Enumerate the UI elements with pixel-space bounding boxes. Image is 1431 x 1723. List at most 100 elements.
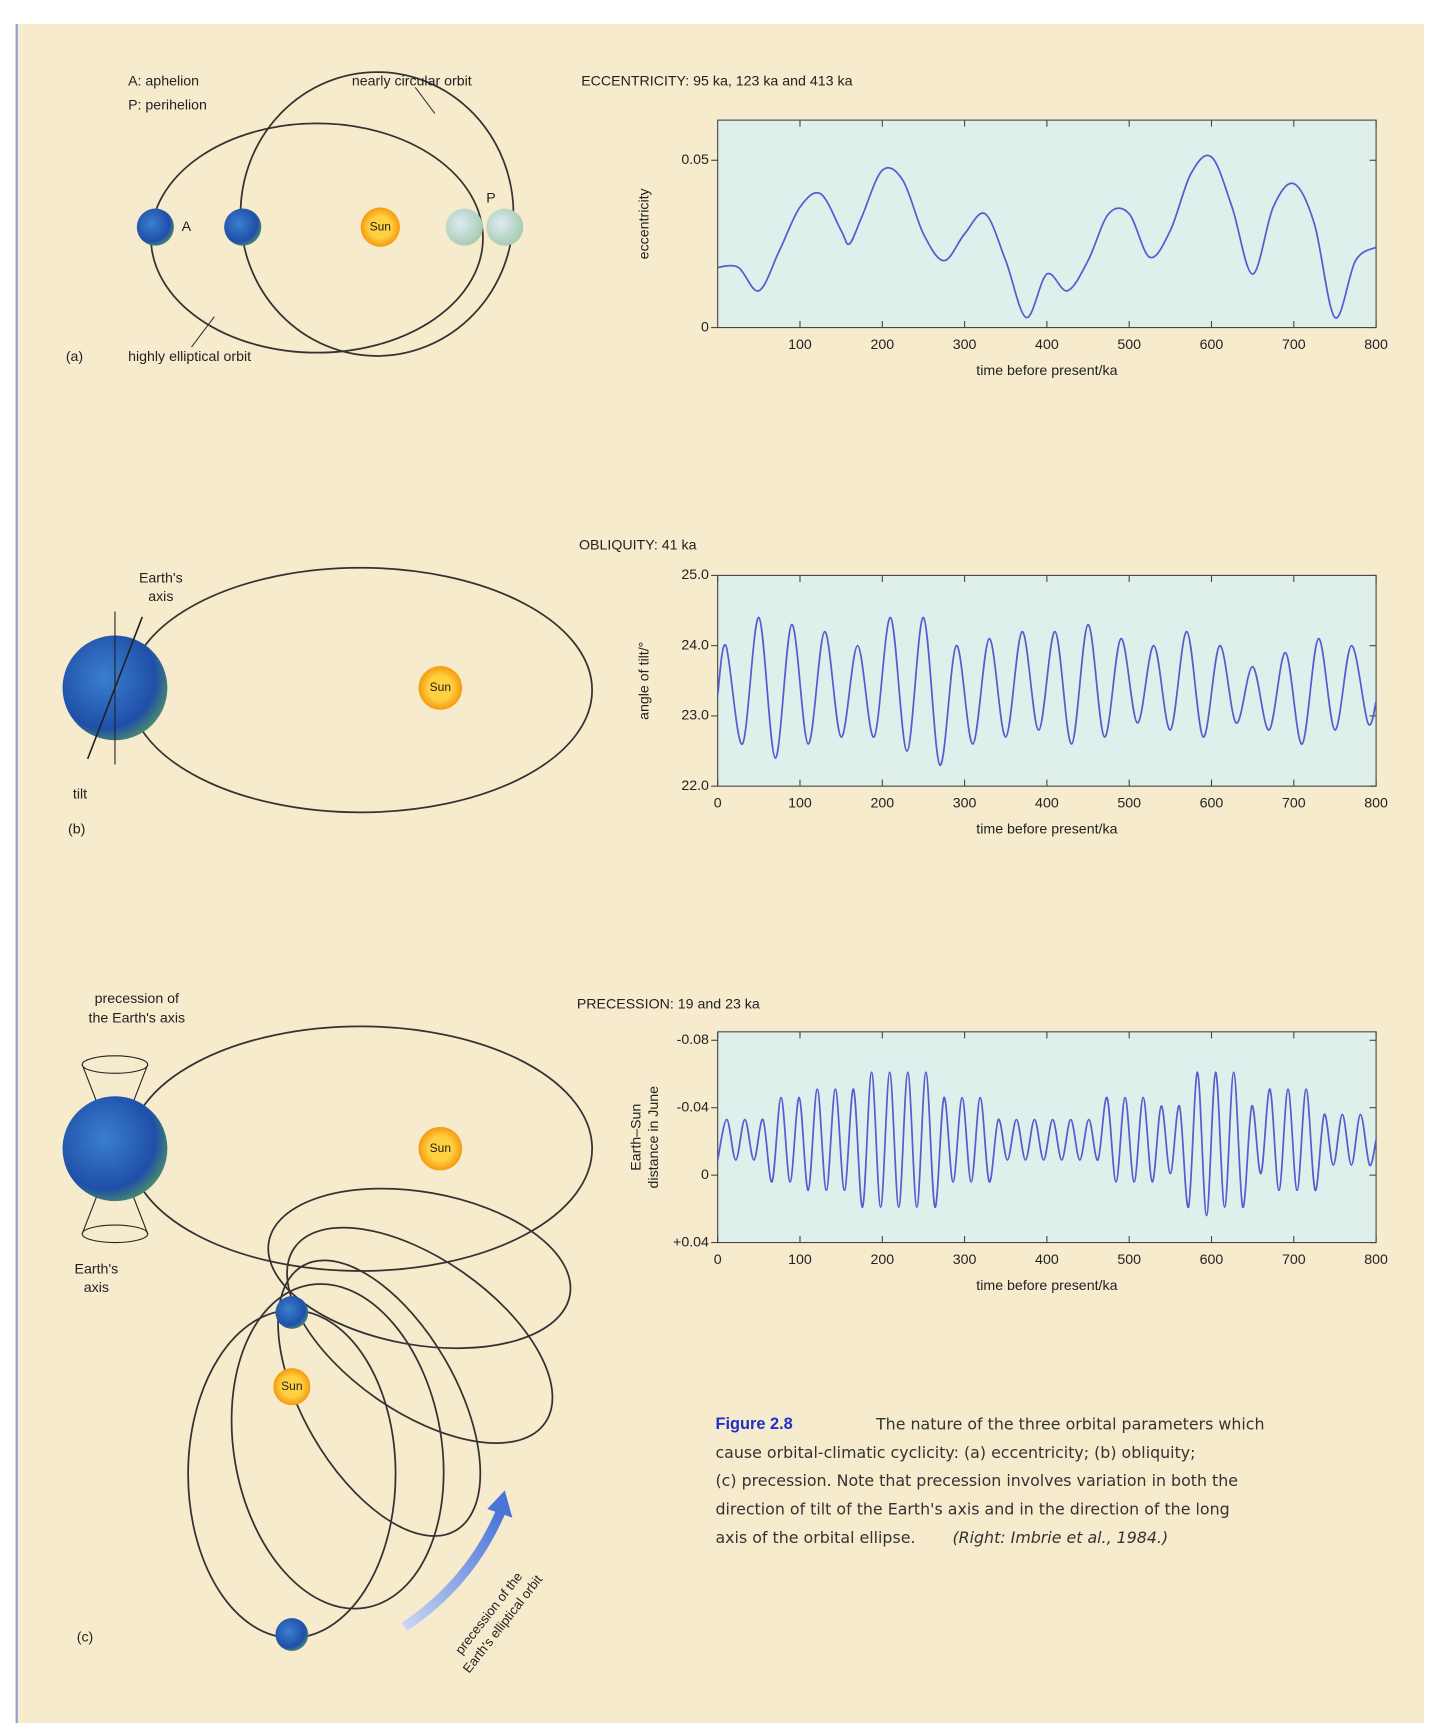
sun-label: Sun: [430, 680, 451, 694]
y-tick-label: 22.0: [681, 778, 709, 794]
point-label: P: [486, 190, 495, 206]
axis-label: the Earth's axis: [89, 1010, 186, 1026]
panel-label: (a): [66, 349, 83, 365]
y-tick-label: 25.0: [681, 567, 709, 583]
plot-area: [717, 1031, 1377, 1244]
key-label: P: perihelion: [128, 98, 207, 114]
earth: [445, 208, 483, 246]
x-tick-label: 600: [1200, 1252, 1224, 1268]
orbit-label: nearly circular orbit: [352, 74, 472, 90]
x-tick-label: 800: [1364, 795, 1388, 811]
chart-title: PRECESSION: 19 and 23 ka: [577, 996, 760, 1012]
chart-title: OBLIQUITY: 41 ka: [579, 538, 697, 554]
sun: [273, 1368, 311, 1406]
diagram-b: Sun Earth's axis tilt (b): [62, 566, 593, 838]
earth: [275, 1618, 309, 1651]
earth: [224, 208, 262, 246]
x-tick-label: 400: [1035, 1252, 1059, 1268]
x-axis-label: time before present/ka: [976, 363, 1117, 379]
x-tick-label: 600: [1200, 795, 1224, 811]
caption-line: direction of tilt of the Earth's axis an…: [716, 1500, 1230, 1519]
x-axis-label: time before present/ka: [976, 1278, 1117, 1294]
caption-line: cause orbital-climatic cyclicity: (a) ec…: [716, 1443, 1196, 1462]
tilt-label: tilt: [73, 787, 87, 803]
y-tick-label: 23.0: [681, 708, 709, 724]
x-tick-label: 0: [714, 1252, 722, 1268]
x-tick-label: 400: [1035, 337, 1059, 353]
y-tick-label: 0: [701, 319, 709, 335]
sun: [418, 1126, 463, 1171]
caption-line: (c) precession. Note that precession inv…: [716, 1471, 1239, 1490]
caption-source: (Right: Imbrie et al., 1984.): [952, 1528, 1168, 1547]
axis-label: precession of: [95, 991, 179, 1007]
x-tick-label: 300: [953, 795, 977, 811]
x-tick-label: 200: [870, 1252, 894, 1268]
orbit-label: highly elliptical orbit: [128, 349, 251, 365]
y-tick-label: 0: [701, 1167, 709, 1183]
y-axis-label: Earth–Sun: [629, 1104, 645, 1171]
x-tick-label: 100: [788, 1252, 812, 1268]
axis-label: Earth's: [139, 570, 183, 586]
y-tick-label: -0.04: [677, 1099, 709, 1115]
caption-line: The nature of the three orbital paramete…: [875, 1414, 1265, 1433]
y-axis-label: angle of tilt/°: [636, 642, 652, 720]
data-line: [716, 1071, 1377, 1217]
x-tick-label: 300: [953, 1252, 977, 1268]
sun-label: Sun: [281, 1379, 302, 1393]
x-tick-label: 600: [1200, 337, 1224, 353]
axis-label: Earth's: [75, 1262, 119, 1278]
leader: [190, 316, 215, 348]
y-axis-label: eccentricity: [636, 187, 652, 259]
chart-title: ECCENTRICITY: 95 ka, 123 ka and 413 ka: [581, 74, 852, 90]
plot-area: [717, 119, 1377, 329]
sun-label: Sun: [370, 219, 391, 233]
caption-line: axis of the orbital ellipse.: [716, 1528, 916, 1547]
x-tick-label: 700: [1282, 1252, 1306, 1268]
y-tick-label: 24.0: [681, 637, 709, 653]
x-tick-label: 500: [1117, 1252, 1141, 1268]
caption: Figure 2.8 The nature of the three orbit…: [716, 1414, 1265, 1547]
axis-label: axis: [84, 1280, 109, 1296]
arrow-head: [487, 1490, 513, 1518]
cone-top: [81, 1055, 149, 1074]
axis-label: axis: [148, 589, 173, 605]
key-label: A: aphelion: [128, 74, 199, 90]
precession-arrow: [401, 1510, 505, 1632]
earth: [136, 208, 174, 246]
y-tick-label: -0.08: [677, 1032, 709, 1048]
data-line: [717, 154, 1377, 319]
diagram-a: Sun A: aphelion P: perihelion nearly cir…: [66, 71, 524, 365]
point-label: A: [182, 219, 192, 235]
sun-label: Sun: [430, 1141, 451, 1155]
orbit: [286, 1226, 554, 1444]
y-tick-label: +0.04: [673, 1234, 709, 1250]
orbit: [230, 1283, 445, 1610]
earth: [275, 1296, 309, 1329]
x-tick-label: 500: [1117, 337, 1141, 353]
panel-label: (b): [68, 822, 85, 838]
orbit: [277, 1259, 482, 1537]
x-tick-label: 100: [788, 337, 812, 353]
caption-label: Figure 2.8: [716, 1415, 793, 1433]
x-tick-label: 200: [870, 337, 894, 353]
x-tick-label: 100: [788, 795, 812, 811]
x-tick-label: 400: [1035, 795, 1059, 811]
cone-bottom: [81, 1224, 149, 1244]
x-tick-label: 200: [870, 795, 894, 811]
sun: [360, 207, 400, 247]
x-tick-label: 800: [1364, 1252, 1388, 1268]
x-tick-label: 700: [1282, 337, 1306, 353]
x-tick-label: 0: [714, 795, 722, 811]
x-axis-label: time before present/ka: [976, 822, 1117, 838]
earth: [62, 1096, 168, 1202]
y-tick-label: 0.05: [681, 152, 709, 168]
x-tick-label: 800: [1364, 337, 1388, 353]
orbit: [267, 1187, 572, 1350]
x-tick-label: 700: [1282, 795, 1306, 811]
sun: [418, 666, 463, 710]
leader: [414, 87, 436, 114]
earth: [486, 208, 524, 246]
x-tick-label: 500: [1117, 795, 1141, 811]
data-line: [716, 616, 1377, 766]
